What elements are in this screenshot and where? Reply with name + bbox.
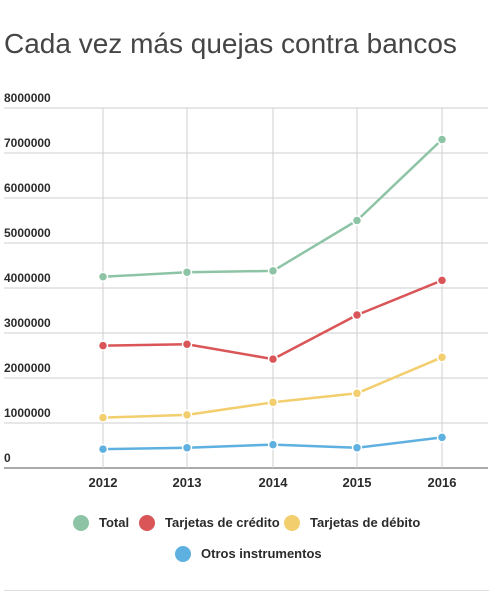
x-axis-ticks: 2012 2013 2014 2015 2016 [89,475,457,490]
legend-marker [175,546,191,562]
legend-item[interactable]: Otros instrumentos [175,546,322,562]
data-point [181,267,193,278]
legend-marker [139,515,155,531]
y-tick-label: 8000000 [4,91,51,105]
chart-title: Cada vez más quejas contra bancos [4,28,457,59]
data-point [97,271,109,282]
y-tick-label: 2000000 [4,361,51,375]
data-point [436,432,448,443]
legend-item[interactable]: Total [73,515,129,531]
grid-lines [4,107,488,469]
x-tick-label: 2016 [428,475,457,490]
legend-label: Tarjetas de crédito [165,515,280,530]
data-point [267,265,279,277]
data-point [97,412,109,423]
data-point [436,275,448,286]
data-point [97,443,109,455]
y-tick-label: 5000000 [4,226,51,240]
x-tick-label: 2015 [343,475,372,490]
data-point [351,215,363,226]
data-point [351,442,363,453]
y-tick-label: 4000000 [4,271,51,285]
legend-item[interactable]: Tarjetas de débito [284,515,420,531]
legend-label: Otros instrumentos [201,546,322,561]
x-tick-label: 2012 [89,475,118,490]
x-tick-label: 2013 [173,475,202,490]
y-tick-label: 6000000 [4,181,51,195]
y-tick-label: 0 [4,451,11,465]
data-point [267,353,279,365]
data-point [181,339,193,350]
data-point [181,442,193,453]
data-point [351,388,363,399]
legend-label: Total [99,515,129,530]
y-tick-label: 7000000 [4,136,51,150]
data-point [436,134,448,145]
data-point [181,409,193,421]
series-group [97,134,448,455]
data-point [267,397,279,408]
legend: Total Tarjetas de crédito Tarjetas de débi… [73,515,420,562]
data-point [267,439,279,450]
data-point [351,309,363,321]
series-1 [97,134,448,282]
legend-marker [284,515,300,531]
x-tick-label: 2014 [259,475,289,490]
legend-marker [73,515,89,531]
data-point [97,340,109,351]
series-4 [97,432,448,455]
series-2 [97,275,448,365]
y-axis-ticks: 0 1000000 2000000 3000000 4000000 5000000 6000… [4,91,51,465]
bottom-divider [4,590,489,591]
y-tick-label: 1000000 [4,406,51,420]
data-point [436,352,448,363]
y-tick-label: 3000000 [4,316,51,330]
series-3 [97,352,448,423]
legend-item[interactable]: Tarjetas de crédito [139,515,280,531]
legend-label: Tarjetas de débito [310,515,420,530]
